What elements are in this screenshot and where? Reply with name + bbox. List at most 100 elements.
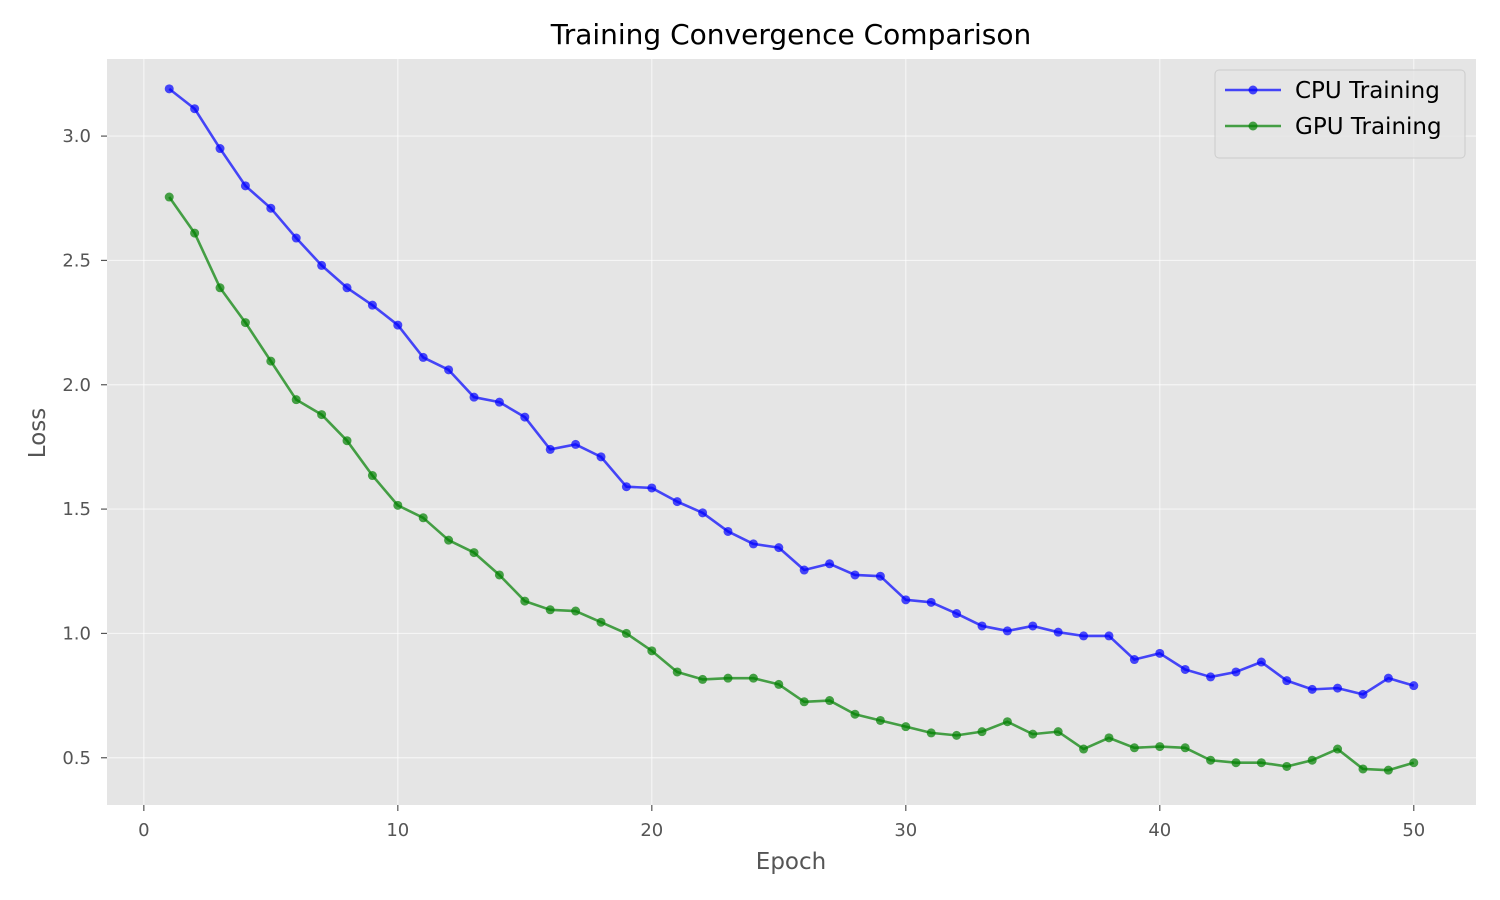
data-point — [1028, 621, 1038, 631]
data-point — [850, 570, 860, 580]
y-tick-label: 1.5 — [62, 499, 91, 520]
series-line — [168, 196, 1415, 772]
data-point — [1129, 655, 1139, 665]
data-point — [596, 617, 606, 627]
legend-swatch-marker — [1248, 121, 1258, 131]
data-point — [774, 679, 784, 689]
legend-swatch-marker — [1248, 85, 1258, 95]
y-tick-label: 3.0 — [62, 126, 91, 147]
data-point — [1358, 764, 1368, 774]
data-point — [1104, 733, 1114, 743]
data-point — [571, 439, 581, 449]
series-cpu-training — [164, 84, 1419, 699]
data-point — [1079, 744, 1089, 754]
data-point — [1333, 683, 1343, 693]
legend: CPU Training GPU Training — [1214, 69, 1466, 159]
data-point — [469, 548, 479, 558]
data-point — [1358, 689, 1368, 699]
y-tick-label: 2.0 — [62, 375, 91, 396]
data-point — [672, 497, 682, 507]
data-point — [799, 697, 809, 707]
data-point — [1256, 657, 1266, 667]
data-point — [698, 508, 708, 518]
data-point — [748, 539, 758, 549]
data-point — [1129, 743, 1139, 753]
data-point — [418, 352, 428, 362]
x-tick-label: 10 — [386, 820, 409, 841]
x-tick-label: 30 — [894, 820, 917, 841]
data-point — [1104, 631, 1114, 641]
data-point — [1002, 717, 1012, 727]
data-point — [190, 104, 200, 114]
data-point — [393, 500, 403, 510]
data-point — [875, 571, 885, 581]
x-tick-label: 40 — [1148, 820, 1171, 841]
data-point — [190, 228, 200, 238]
data-point — [723, 526, 733, 536]
data-point — [215, 283, 225, 293]
data-point — [418, 513, 428, 523]
data-point — [164, 192, 174, 202]
data-point — [520, 412, 530, 422]
data-point — [901, 722, 911, 732]
data-point — [926, 728, 936, 738]
data-point — [774, 543, 784, 553]
data-point — [1180, 743, 1190, 753]
data-point — [444, 535, 454, 545]
data-point — [799, 565, 809, 575]
legend-item: GPU Training — [1225, 114, 1442, 140]
data-point — [342, 283, 352, 293]
data-point — [266, 356, 276, 366]
y-tick-label: 1.0 — [62, 623, 91, 644]
data-point — [494, 570, 504, 580]
data-point — [1409, 681, 1419, 691]
data-point — [850, 709, 860, 719]
data-point — [1002, 626, 1012, 636]
data-point — [1231, 667, 1241, 677]
data-point — [342, 436, 352, 446]
data-point — [367, 471, 377, 481]
data-point — [1256, 758, 1266, 768]
data-point — [545, 605, 555, 615]
data-point — [1282, 761, 1292, 771]
data-point — [1333, 744, 1343, 754]
data-point — [1028, 729, 1038, 739]
series-gpu-training — [164, 192, 1419, 775]
data-point — [875, 715, 885, 725]
data-point — [1155, 742, 1165, 752]
data-point — [1053, 627, 1063, 637]
series-lines — [164, 84, 1419, 775]
data-point — [825, 559, 835, 569]
data-point — [952, 609, 962, 619]
data-point — [1053, 727, 1063, 737]
data-point — [952, 730, 962, 740]
data-point — [266, 203, 276, 213]
data-point — [1206, 672, 1216, 682]
data-point — [748, 673, 758, 683]
data-point — [1409, 758, 1419, 768]
data-point — [825, 696, 835, 706]
data-point — [240, 318, 250, 328]
data-point — [520, 596, 530, 606]
data-point — [1155, 648, 1165, 658]
data-point — [494, 397, 504, 407]
legend-box — [1214, 69, 1466, 159]
data-point — [977, 727, 987, 737]
data-point — [596, 452, 606, 462]
y-tick-label: 2.5 — [62, 250, 91, 271]
data-point — [723, 673, 733, 683]
data-point — [621, 482, 631, 492]
data-point — [1307, 755, 1317, 765]
data-point — [571, 606, 581, 616]
data-point — [647, 483, 657, 493]
axis-ticks: 0 10 20 30 40 50 0.5 1.0 1.5 2.0 2.5 3.0 — [62, 126, 1425, 841]
data-point — [977, 621, 987, 631]
data-point — [1282, 676, 1292, 686]
data-point — [647, 646, 657, 656]
x-tick-label: 0 — [138, 820, 149, 841]
data-point — [317, 260, 327, 270]
data-point — [215, 144, 225, 154]
data-point — [621, 628, 631, 638]
x-axis-label: Epoch — [756, 849, 826, 875]
